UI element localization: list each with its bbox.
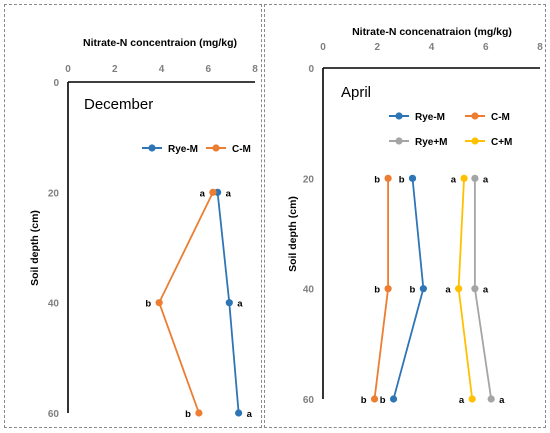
april-panel [264,4,546,428]
december-y-tick-label: 60 [48,409,60,420]
april-data-point-rye-m [408,174,417,182]
april-significance-label-rye-m: b [410,285,416,296]
december-data-point-c-m [195,409,203,417]
december-x-tick-label: 4 [159,64,165,75]
april-significance-label-rye-m: a [483,174,489,185]
april-data-point-rye-m [419,285,427,293]
april-data-point-rye-m [389,395,398,403]
april-legend-swatch-marker [395,112,403,120]
april-legend-label: C+M [491,137,512,148]
april-significance-label-c-m: a [459,395,465,406]
december-legend-swatch-marker [212,144,220,152]
april-legend-swatch-marker [471,137,479,145]
december-y-tick-label: 20 [48,188,60,199]
april-data-point-c-m [384,285,392,293]
april-y-tick-label: 0 [308,64,314,75]
december-legend-label: C-M [232,144,251,155]
december-series-line-c-m [158,191,214,414]
april-y-axis-title: Soil depth (cm) [287,196,299,272]
december-panel [4,4,262,428]
april-significance-label-c-m: a [451,174,457,185]
april-data-point-rye-m [487,395,495,403]
december-significance-label-rye-m: a [226,188,232,199]
april-x-tick-label: 0 [320,42,326,53]
april-data-point-c-m [455,285,463,293]
april-legend-label: Rye-M [415,112,445,123]
april-series-line-rye-m [392,178,425,400]
april-significance-label-rye-m: a [483,285,489,296]
december-data-point-rye-m [225,299,233,307]
april-legend-label: Rye+M [415,137,448,148]
december-y-tick-label: 40 [48,299,60,310]
april-data-point-c-m [370,395,379,403]
april-significance-label-c-m: b [374,285,380,296]
april-legend-swatch-marker [395,137,403,145]
december-y-axis-title: Soil depth (cm) [29,210,41,286]
december-legend-swatch-marker [148,144,156,152]
april-data-point-c-m [460,174,468,182]
december-legend-label: Rye-M [168,144,198,155]
december-data-point-c-m [209,188,217,196]
april-data-point-c-m [384,174,392,182]
december-x-tick-label: 2 [112,64,118,75]
april-significance-label-rye-m: a [499,395,505,406]
december-x-tick-label: 0 [65,64,71,75]
april-significance-label-c-m: a [445,285,451,296]
april-data-point-c-m [468,395,476,403]
december-significance-label-c-m: b [185,409,191,420]
december-x-tick-label: 6 [205,64,211,75]
april-legend-label: C-M [491,112,510,123]
december-significance-label-c-m: b [145,299,151,310]
april-significance-label-rye-m: b [399,174,405,185]
april-x-axis-title: Nitrate-N concenatraion (mg/kg) [352,26,512,38]
april-x-tick-label: 8 [537,42,543,53]
april-x-tick-label: 2 [374,42,380,53]
december-x-axis-title: Nitrate-N concentraion (mg/kg) [83,37,237,49]
april-y-tick-label: 60 [303,395,315,406]
april-y-tick-label: 40 [303,285,315,296]
december-panel-label: December [84,96,153,113]
april-x-tick-label: 6 [483,42,489,53]
december-data-point-rye-m [235,409,243,417]
april-significance-label-rye-m: b [380,395,386,406]
april-y-tick-label: 20 [303,174,315,185]
april-x-tick-label: 4 [429,42,435,53]
april-data-point-rye-m [471,285,479,293]
december-significance-label-rye-m: a [237,299,243,310]
december-x-tick-label: 8 [252,64,258,75]
december-y-tick-label: 0 [53,78,59,89]
april-significance-label-c-m: b [361,395,367,406]
december-significance-label-c-m: a [200,188,206,199]
december-data-point-c-m [155,299,163,307]
december-significance-label-rye-m: a [247,409,253,420]
april-significance-label-c-m: b [374,174,380,185]
april-data-point-rye-m [471,174,479,182]
april-panel-label: April [341,84,371,101]
april-legend-swatch-marker [471,112,479,120]
